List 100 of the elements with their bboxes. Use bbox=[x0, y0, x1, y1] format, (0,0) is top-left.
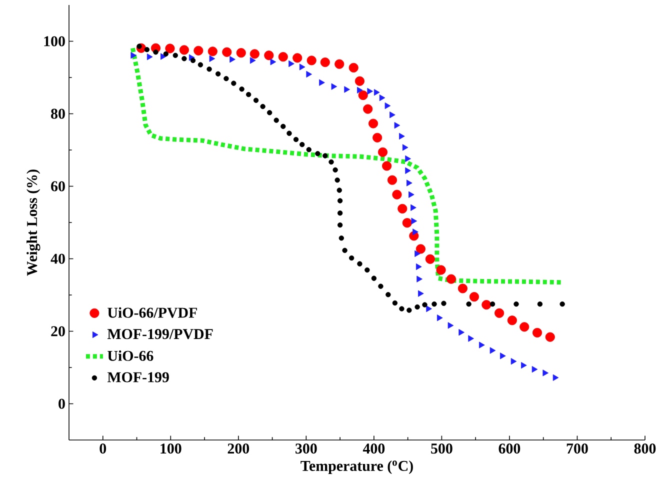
point bbox=[286, 130, 292, 136]
point bbox=[198, 62, 204, 68]
point bbox=[542, 370, 548, 376]
point bbox=[367, 88, 373, 95]
point bbox=[322, 153, 328, 158]
x-tick-label: 300 bbox=[296, 444, 317, 454]
point bbox=[378, 284, 384, 289]
legend-label: MOF-199 bbox=[107, 372, 169, 382]
point bbox=[338, 235, 344, 241]
x-tick-label: 0 bbox=[100, 444, 106, 454]
point bbox=[364, 267, 370, 273]
point bbox=[469, 292, 480, 302]
x-tick-label: 600 bbox=[498, 444, 520, 454]
point bbox=[425, 254, 435, 264]
line-series bbox=[130, 46, 564, 285]
point bbox=[371, 276, 377, 281]
point bbox=[194, 46, 204, 56]
point bbox=[532, 328, 542, 338]
point bbox=[382, 161, 392, 171]
point bbox=[390, 112, 396, 118]
point bbox=[560, 301, 565, 307]
point bbox=[299, 64, 306, 70]
point bbox=[458, 284, 468, 294]
point bbox=[319, 79, 325, 86]
point bbox=[411, 218, 418, 224]
point bbox=[368, 118, 378, 128]
point bbox=[320, 57, 330, 68]
point bbox=[399, 132, 405, 140]
point bbox=[246, 92, 252, 98]
point bbox=[208, 46, 218, 56]
point bbox=[315, 151, 320, 156]
point bbox=[378, 147, 388, 157]
point bbox=[490, 347, 496, 354]
x-tick-label: 700 bbox=[566, 444, 588, 454]
point bbox=[436, 265, 446, 275]
point bbox=[239, 86, 244, 92]
y-tick-label: 60 bbox=[51, 181, 65, 192]
point bbox=[410, 204, 416, 211]
point bbox=[412, 228, 418, 236]
point bbox=[387, 175, 398, 185]
point bbox=[446, 274, 456, 284]
point bbox=[260, 104, 266, 110]
point bbox=[215, 71, 221, 76]
point bbox=[414, 250, 420, 257]
y-tick-label: 0 bbox=[58, 398, 65, 409]
point bbox=[278, 52, 288, 62]
point bbox=[514, 301, 519, 307]
point bbox=[264, 50, 274, 60]
point bbox=[392, 190, 402, 200]
x-tick-label: 500 bbox=[431, 444, 452, 454]
legend-label: UiO-66 bbox=[108, 350, 154, 361]
point bbox=[402, 218, 412, 228]
point bbox=[490, 301, 496, 307]
point bbox=[165, 44, 175, 54]
point bbox=[354, 76, 364, 86]
x-tick-label: 800 bbox=[634, 444, 656, 454]
point bbox=[552, 374, 559, 381]
point bbox=[153, 50, 158, 55]
point bbox=[357, 261, 362, 266]
point bbox=[426, 305, 432, 312]
legend-label: UiO-66/PVDF bbox=[108, 307, 197, 318]
point bbox=[270, 58, 276, 66]
y-tick-label: 100 bbox=[44, 36, 65, 46]
point bbox=[280, 124, 286, 130]
point bbox=[406, 308, 412, 313]
point bbox=[402, 144, 408, 151]
point bbox=[441, 300, 446, 306]
point bbox=[253, 98, 259, 103]
point bbox=[337, 210, 343, 216]
point bbox=[545, 332, 555, 342]
point bbox=[374, 89, 380, 96]
point bbox=[494, 308, 504, 318]
point bbox=[379, 94, 386, 102]
point bbox=[172, 52, 178, 58]
point bbox=[399, 306, 404, 312]
point bbox=[479, 342, 485, 348]
point bbox=[458, 329, 464, 336]
point bbox=[337, 222, 343, 228]
point bbox=[394, 122, 400, 129]
point bbox=[537, 301, 543, 307]
point bbox=[408, 191, 414, 198]
point bbox=[230, 56, 236, 63]
y-tick-label: 80 bbox=[51, 108, 65, 119]
point bbox=[448, 322, 454, 329]
point bbox=[224, 76, 229, 82]
point bbox=[416, 276, 422, 282]
point bbox=[231, 80, 236, 86]
point bbox=[336, 188, 342, 193]
point bbox=[500, 352, 506, 360]
point bbox=[144, 46, 150, 52]
point bbox=[250, 57, 256, 64]
point bbox=[348, 62, 358, 72]
x-tick-label: 200 bbox=[228, 444, 250, 454]
point bbox=[334, 59, 344, 69]
point bbox=[358, 90, 368, 100]
point bbox=[306, 70, 312, 78]
point bbox=[306, 147, 312, 152]
point bbox=[160, 53, 166, 60]
point bbox=[337, 198, 343, 204]
point bbox=[348, 255, 354, 261]
